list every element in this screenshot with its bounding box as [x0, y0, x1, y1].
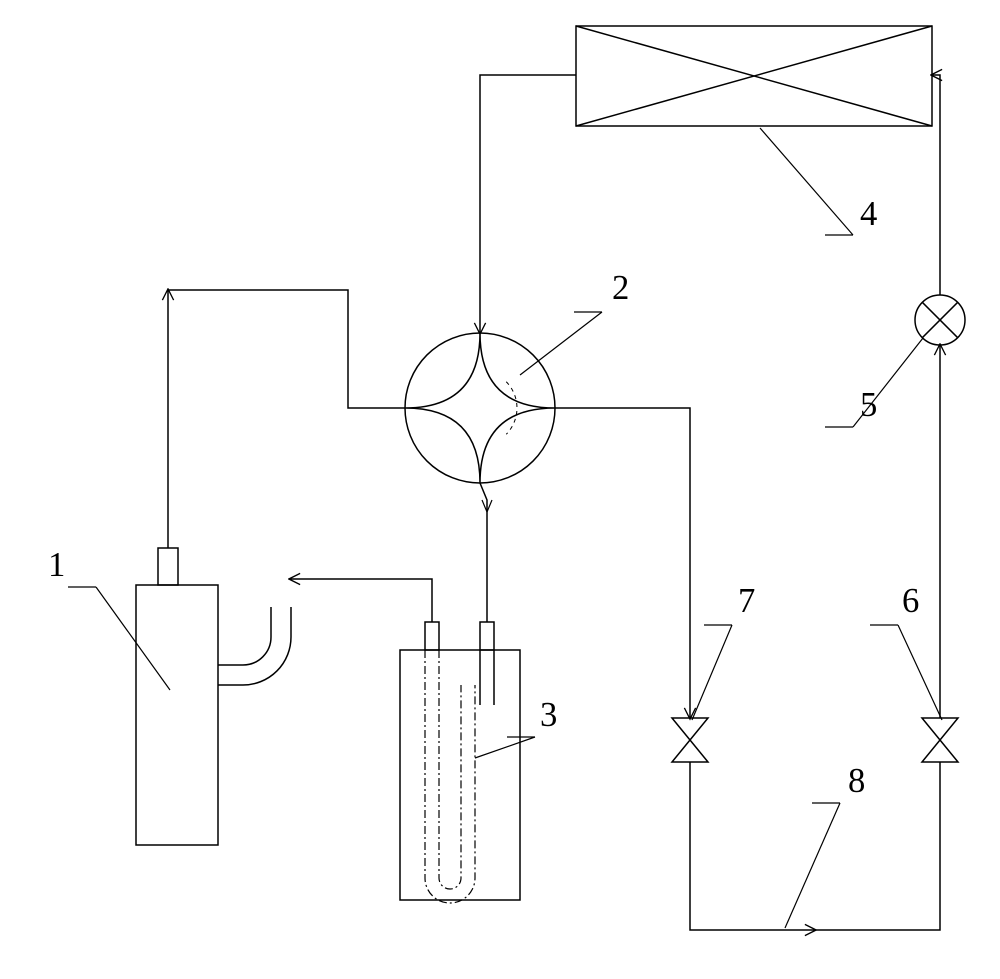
compressor-elbow-inner — [218, 607, 271, 665]
leader-line-n2 — [520, 312, 602, 375]
four-way-valve — [405, 333, 555, 483]
leader-line-n3 — [475, 737, 535, 758]
leader-line-n6 — [898, 625, 942, 720]
inline-valve-7 — [672, 718, 708, 762]
inline-valve-6 — [922, 718, 958, 762]
pipe-4way-right-down — [555, 408, 690, 718]
leader-line-n4 — [760, 128, 853, 235]
pipe-acc-to-elbow — [290, 579, 432, 622]
label-n1: 1 — [48, 546, 65, 585]
accumulator-utube — [425, 650, 475, 903]
schematic-svg — [0, 0, 1000, 979]
compressor-top-stub — [158, 548, 178, 585]
pipe-box4-to-valve5 — [932, 75, 940, 295]
pipe-4way-top-to-box4 — [480, 75, 576, 333]
compressor-elbow-outer — [218, 607, 291, 685]
compressor-body — [136, 585, 218, 845]
leader-line-n8 — [785, 803, 840, 928]
four-way-valve-dashed-arc — [506, 382, 517, 435]
accumulator-outer — [400, 650, 520, 900]
label-n2: 2 — [612, 269, 629, 308]
label-n4: 4 — [860, 195, 877, 234]
pipe-valve7-down — [690, 762, 815, 930]
pipe-to-4way-left — [168, 290, 405, 408]
leader-line-n1 — [96, 587, 170, 690]
label-n6: 6 — [902, 582, 919, 621]
label-n5: 5 — [860, 386, 877, 425]
label-n7: 7 — [738, 582, 755, 621]
leader-line-n7 — [692, 625, 732, 720]
pipe-valve6-down — [815, 762, 940, 930]
label-n3: 3 — [540, 696, 557, 735]
label-n8: 8 — [848, 762, 865, 801]
four-way-valve-lobes — [405, 333, 555, 483]
